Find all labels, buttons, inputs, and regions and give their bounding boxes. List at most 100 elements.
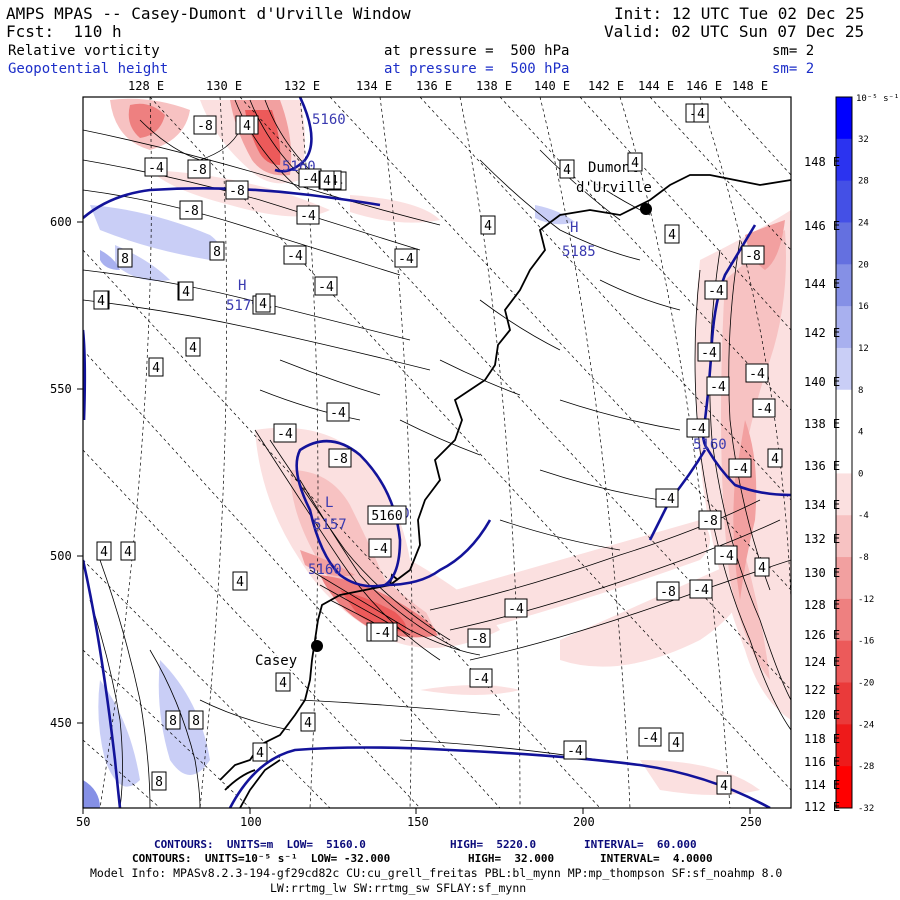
vorticity-label: -4 [732,462,748,477]
colorbar-swatch [836,138,852,182]
vorticity-label: 4 [563,163,571,178]
vorticity-label: -8 [332,452,348,467]
colorbar-label: -28 [858,762,874,772]
colorbar-label: 28 [858,177,869,187]
top-lon-label: 142 E [588,79,624,93]
top-lon-label: 128 E [128,79,164,93]
vorticity-label: -4 [749,367,765,382]
top-lon-label: 132 E [284,79,320,93]
vorticity-label-box [93,290,109,310]
vorticity-label-box [326,402,350,422]
vorticity-label: 4 [236,575,244,590]
y-axis-label: 550 [50,382,72,396]
y-axis-label: 450 [50,716,72,730]
top-lon-label: 138 E [476,79,512,93]
vorticity-label: 4 [323,174,331,189]
vorticity-label-box [767,448,783,468]
y-axis-label: 600 [50,215,72,229]
vorticity-label-box [319,170,335,190]
vorticity-label: -4 [710,380,726,395]
vorticity-label-box [165,710,181,730]
colorbar-unit-label: 10⁻⁵ s⁻¹ [856,94,899,104]
colorbar-label: -4 [858,511,869,521]
colorbar-swatch [836,264,852,307]
dumont-label-line1: Dumont [588,160,639,176]
colorbar-label: 12 [858,344,869,354]
top-lon-label: 144 E [638,79,674,93]
vorticity-label: -8 [183,204,199,219]
field1-name: Relative vorticity [8,43,160,59]
vorticity-label-box [283,245,307,265]
vorticity-label-box [187,159,211,179]
colorbar-label: 24 [858,218,869,228]
vorticity-label-box [745,363,769,383]
vorticity-label-box [559,159,575,179]
vorticity-label-box [467,628,491,648]
vorticity-label: 4 [484,219,492,234]
top-lon-label: 130 E [206,79,242,93]
colorbar-label: 0 [858,469,863,479]
vorticity-label-box [188,710,204,730]
vorticity-label: -4 [287,249,303,264]
high-center-marker: H [570,220,578,236]
vorticity-label: 4 [256,746,264,761]
vorticity-label-box [232,571,248,591]
vorticity-label-box [225,180,249,200]
vorticity-label-box [144,157,168,177]
top-lon-label: 136 E [416,79,452,93]
colorbar-swatch [836,766,852,809]
vorticity-label: -4 [330,406,346,421]
colorbar-swatch [836,180,852,223]
vorticity-contour-labels: -8-8-4-8-8-4-4-8-4-44888-4-4-444444-4-4-… [93,103,783,795]
pressure-centers: H 5179 H 5185 L 5157 [226,220,596,533]
x-axis-labels: 50 100 150 200 250 [76,815,762,829]
vorticity-label: 8 [155,775,163,790]
vorticity-label: 4 [189,341,197,356]
field1-smoothing: sm= 2 [772,43,815,59]
x-axis-label: 250 [740,815,762,829]
vorticity-label-box [328,448,352,468]
vorticity-label: -4 [372,542,388,557]
vorticity-label: -8 [660,585,676,600]
colorbar-label: 8 [858,386,863,396]
init-time: Init: 12 UTC Tue 02 Dec 25 [614,4,865,23]
vorticity-label-box [368,538,392,558]
top-lon-label: 140 E [534,79,570,93]
height-label: 5160 [312,112,346,128]
dumont-durville-station-marker [640,203,652,215]
vorticity-label: 8 [121,252,129,267]
x-axis-label: 200 [573,815,595,829]
vorticity-label: -8 [191,163,207,178]
colorbar-swatch [836,724,852,767]
vorticity-label-box [668,732,684,752]
right-lon-label: 142 E [804,326,840,340]
colorbar-label: 16 [858,302,869,312]
vorticity-label: -4 [690,422,706,437]
right-lon-label: 130 E [804,566,840,580]
vorticity-label: -4 [374,626,390,641]
map-frame [82,96,792,809]
vorticity-label: 8 [169,714,177,729]
vorticity-label-box [469,668,493,688]
vorticity-label-box [179,200,203,220]
colorbar-swatch [836,682,852,725]
valid-time: Valid: 02 UTC Sun 07 Dec 25 [604,22,865,41]
right-lon-label: 118 E [804,732,840,746]
vorticity-label-box [504,598,528,618]
right-lon-label: 114 E [804,778,840,792]
vorticity-label: -4 [148,161,164,176]
vorticity-label: 4 [243,119,251,134]
height-label: 5160 [693,437,727,453]
vorticity-label: -8 [229,184,245,199]
vorticity-label: 5160 [371,509,402,524]
colorbar-swatch [836,389,852,433]
height-contour-high: HIGH= 5220.0 [450,838,537,851]
vorticity-label-box [686,418,710,438]
right-longitude-labels: 148 E 146 E 144 E 142 E 140 E 138 E 136 … [804,155,840,814]
forecast-hour: Fcst: 110 h [6,22,122,41]
vorticity-label: 4 [182,285,190,300]
vorticity-label-box [689,579,713,599]
top-longitude-labels: 128 E 130 E 132 E 134 E 136 E 138 E 140 … [128,79,768,93]
vorticity-contour-interval: INTERVAL= 4.0000 [600,852,713,865]
map-title: AMPS MPAS -- Casey-Dumont d'Urville Wind… [6,4,411,23]
